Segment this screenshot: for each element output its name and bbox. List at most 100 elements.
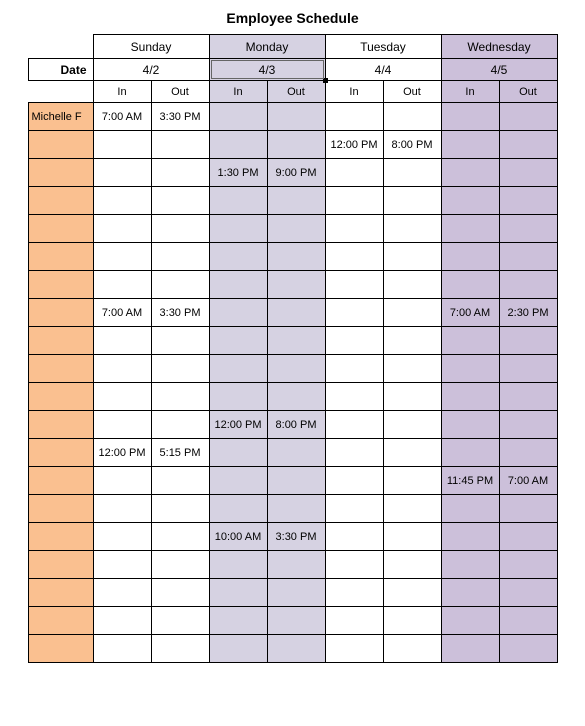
time-in-cell[interactable] xyxy=(209,243,267,271)
time-out-cell[interactable] xyxy=(267,635,325,663)
time-in-cell[interactable] xyxy=(93,383,151,411)
employee-name-cell[interactable] xyxy=(28,607,93,635)
time-in-cell[interactable] xyxy=(209,103,267,131)
time-out-cell[interactable] xyxy=(151,383,209,411)
time-in-cell[interactable] xyxy=(93,495,151,523)
employee-name-cell[interactable] xyxy=(28,243,93,271)
time-out-cell[interactable] xyxy=(499,103,557,131)
date-cell[interactable]: 4/4 xyxy=(325,59,441,81)
time-in-cell[interactable] xyxy=(325,215,383,243)
time-out-cell[interactable] xyxy=(383,635,441,663)
time-in-cell[interactable] xyxy=(325,635,383,663)
time-out-cell[interactable] xyxy=(267,495,325,523)
time-out-cell[interactable] xyxy=(267,383,325,411)
time-out-cell[interactable] xyxy=(151,131,209,159)
time-out-cell[interactable] xyxy=(383,187,441,215)
time-out-cell[interactable] xyxy=(151,243,209,271)
time-out-cell[interactable] xyxy=(383,467,441,495)
time-in-cell[interactable]: 10:00 AM xyxy=(209,523,267,551)
time-out-cell[interactable] xyxy=(267,271,325,299)
employee-name-cell[interactable] xyxy=(28,187,93,215)
time-out-cell[interactable] xyxy=(151,271,209,299)
time-out-cell[interactable] xyxy=(499,243,557,271)
time-in-cell[interactable] xyxy=(209,439,267,467)
employee-name-cell[interactable] xyxy=(28,635,93,663)
time-out-cell[interactable] xyxy=(151,495,209,523)
time-in-cell[interactable] xyxy=(93,523,151,551)
time-in-cell[interactable] xyxy=(441,355,499,383)
time-out-cell[interactable]: 3:30 PM xyxy=(267,523,325,551)
time-out-cell[interactable] xyxy=(151,411,209,439)
time-out-cell[interactable] xyxy=(151,607,209,635)
employee-name-cell[interactable] xyxy=(28,383,93,411)
time-out-cell[interactable] xyxy=(499,551,557,579)
employee-name-cell[interactable] xyxy=(28,271,93,299)
employee-name-cell[interactable] xyxy=(28,159,93,187)
time-out-cell[interactable] xyxy=(499,215,557,243)
time-out-cell[interactable] xyxy=(499,327,557,355)
time-out-cell[interactable] xyxy=(151,467,209,495)
time-in-cell[interactable] xyxy=(209,551,267,579)
time-out-cell[interactable] xyxy=(267,327,325,355)
time-out-cell[interactable] xyxy=(267,299,325,327)
time-in-cell[interactable] xyxy=(325,551,383,579)
time-out-cell[interactable] xyxy=(151,579,209,607)
time-in-cell[interactable] xyxy=(93,355,151,383)
time-out-cell[interactable]: 3:30 PM xyxy=(151,103,209,131)
time-out-cell[interactable] xyxy=(151,551,209,579)
time-in-cell[interactable] xyxy=(93,411,151,439)
time-out-cell[interactable]: 8:00 PM xyxy=(267,411,325,439)
time-out-cell[interactable] xyxy=(267,131,325,159)
time-out-cell[interactable] xyxy=(499,355,557,383)
time-in-cell[interactable] xyxy=(441,187,499,215)
time-in-cell[interactable] xyxy=(441,607,499,635)
time-in-cell[interactable] xyxy=(325,607,383,635)
employee-name-cell[interactable]: Michelle F xyxy=(28,103,93,131)
time-in-cell[interactable] xyxy=(441,495,499,523)
time-in-cell[interactable] xyxy=(209,271,267,299)
time-in-cell[interactable] xyxy=(209,187,267,215)
time-in-cell[interactable] xyxy=(325,383,383,411)
time-in-cell[interactable] xyxy=(325,439,383,467)
time-out-cell[interactable] xyxy=(267,551,325,579)
time-out-cell[interactable] xyxy=(267,355,325,383)
employee-name-cell[interactable] xyxy=(28,439,93,467)
time-in-cell[interactable] xyxy=(93,467,151,495)
time-out-cell[interactable] xyxy=(151,187,209,215)
time-out-cell[interactable] xyxy=(499,131,557,159)
time-in-cell[interactable] xyxy=(325,187,383,215)
date-cell[interactable]: 4/3 xyxy=(209,59,325,81)
time-in-cell[interactable] xyxy=(209,635,267,663)
time-out-cell[interactable] xyxy=(267,187,325,215)
time-in-cell[interactable] xyxy=(325,523,383,551)
time-out-cell[interactable] xyxy=(499,523,557,551)
time-in-cell[interactable] xyxy=(93,551,151,579)
time-in-cell[interactable] xyxy=(441,551,499,579)
time-in-cell[interactable] xyxy=(209,299,267,327)
time-out-cell[interactable] xyxy=(383,523,441,551)
employee-name-cell[interactable] xyxy=(28,411,93,439)
time-in-cell[interactable] xyxy=(325,271,383,299)
time-in-cell[interactable]: 12:00 PM xyxy=(93,439,151,467)
time-out-cell[interactable] xyxy=(267,215,325,243)
time-out-cell[interactable] xyxy=(267,579,325,607)
time-out-cell[interactable] xyxy=(499,383,557,411)
time-in-cell[interactable]: 7:00 AM xyxy=(441,299,499,327)
time-in-cell[interactable] xyxy=(441,131,499,159)
time-in-cell[interactable] xyxy=(325,327,383,355)
time-in-cell[interactable] xyxy=(441,523,499,551)
time-out-cell[interactable] xyxy=(383,243,441,271)
time-in-cell[interactable] xyxy=(325,103,383,131)
time-out-cell[interactable] xyxy=(383,383,441,411)
time-in-cell[interactable] xyxy=(441,579,499,607)
time-in-cell[interactable] xyxy=(93,271,151,299)
time-in-cell[interactable] xyxy=(441,635,499,663)
time-in-cell[interactable]: 1:30 PM xyxy=(209,159,267,187)
time-in-cell[interactable] xyxy=(441,159,499,187)
time-in-cell[interactable] xyxy=(209,467,267,495)
time-out-cell[interactable]: 3:30 PM xyxy=(151,299,209,327)
time-out-cell[interactable] xyxy=(499,439,557,467)
time-out-cell[interactable] xyxy=(499,187,557,215)
time-out-cell[interactable] xyxy=(499,579,557,607)
time-in-cell[interactable] xyxy=(209,383,267,411)
